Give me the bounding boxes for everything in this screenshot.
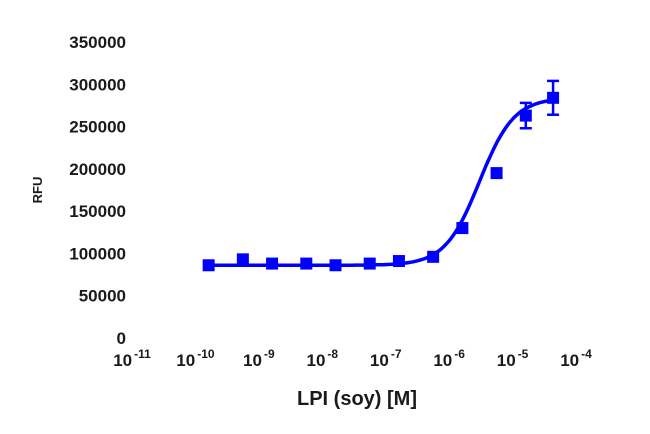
x-tick-base: 10 [306,351,325,370]
x-tick-exponent: -7 [391,347,402,361]
data-point [329,259,342,272]
x-tick-base: 10 [497,351,516,370]
data-point [456,222,469,235]
x-tick-base: 10 [176,351,195,370]
plot-area [202,79,560,272]
data-point [363,257,376,270]
x-tick-exponent: -5 [518,347,529,361]
x-tick-label: 10 -5 [497,347,529,370]
y-axis-label: RFU [30,177,45,204]
x-tick-exponent: -8 [327,347,338,361]
x-tick-base: 10 [243,351,262,370]
y-tick-label: 250000 [69,118,126,137]
data-point [236,253,249,266]
data-point [300,257,313,270]
x-tick-base: 10 [560,351,579,370]
data-point [547,91,560,104]
x-tick-label: 10 -9 [243,347,275,370]
x-axis-ticks: 10 -11 10 -10 10 -9 10 -8 10 -7 10 -6 10 -5 10 -4 [113,347,592,370]
x-tick-exponent: -10 [197,347,215,361]
x-tick-base: 10 [113,351,132,370]
x-tick-label: 10 -7 [370,347,402,370]
data-point [519,109,532,122]
x-tick-exponent: -11 [134,347,151,361]
fit-curve [208,98,554,268]
y-tick-label: 300000 [69,75,126,94]
y-tick-label: 50000 [79,287,126,306]
y-axis-ticks: 0 50000 100000 150000 200000 250000 300000 3500… [69,33,126,348]
x-tick-label: 10 -11 [113,347,151,370]
y-tick-label: 200000 [69,160,126,179]
x-tick-exponent: -9 [264,347,275,361]
x-tick-label: 10 -4 [560,347,592,370]
x-tick-exponent: -4 [581,347,592,361]
x-tick-exponent: -6 [454,347,465,361]
x-tick-base: 10 [370,351,389,370]
data-point [427,250,440,263]
data-point [392,255,405,268]
data-point [490,167,503,180]
y-tick-label: 0 [117,329,126,348]
y-tick-label: 150000 [69,202,126,221]
x-axis-label: LPI (soy) [M] [297,388,417,410]
x-tick-label: 10 -8 [306,347,338,370]
x-tick-base: 10 [433,351,452,370]
y-axis-label-text: RFU [30,177,45,204]
x-tick-label: 10 -6 [433,347,465,370]
y-tick-label: 350000 [69,33,126,52]
x-tick-label: 10 -10 [176,347,215,370]
data-point [266,257,279,270]
y-tick-label: 100000 [69,244,126,263]
data-point [202,259,215,272]
